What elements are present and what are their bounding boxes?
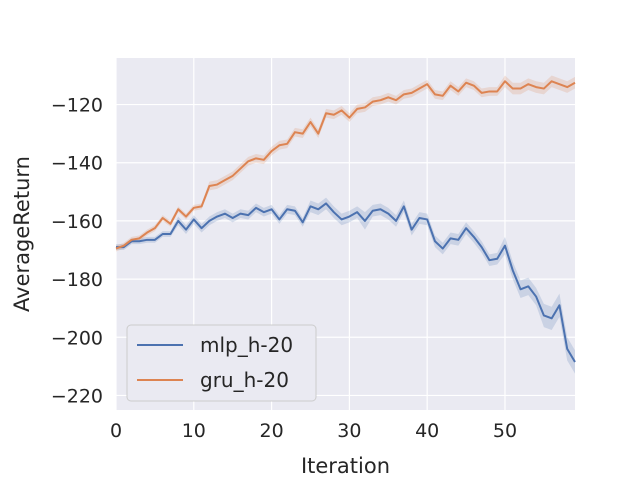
- legend-label-mlp: mlp_h-20: [200, 333, 293, 357]
- y-tick-label: −160: [51, 211, 103, 233]
- confidence-bands: [116, 75, 575, 374]
- series-lines: [115, 80, 576, 363]
- y-tick-labels: −220 −200 −180 −160 −140 −120: [51, 95, 103, 408]
- legend-label-gru: gru_h-20: [200, 368, 289, 392]
- x-tick-labels: 0 10 20 30 40 50: [110, 420, 517, 442]
- x-tick-label: 20: [259, 420, 283, 442]
- line-gru-h-20: [115, 80, 576, 250]
- x-tick-label: 50: [493, 420, 517, 442]
- y-axis-label: AverageReturn: [10, 156, 34, 312]
- legend: mlp_h-20 gru_h-20: [126, 324, 317, 402]
- x-tick-label: 10: [182, 420, 206, 442]
- x-tick-label: 0: [110, 420, 122, 442]
- y-tick-label: −200: [51, 327, 103, 349]
- line-mlp-h-20: [116, 202, 576, 363]
- y-tick-label: −140: [51, 153, 103, 175]
- y-tick-label: −120: [51, 95, 103, 117]
- band-gru-h-20: [116, 75, 575, 252]
- y-tick-label: −180: [51, 269, 103, 291]
- band-mlp-h-20: [116, 197, 575, 374]
- x-tick-label: 40: [415, 420, 439, 442]
- x-tick-label: 30: [337, 420, 361, 442]
- y-tick-label: −220: [51, 385, 103, 407]
- x-axis-label: Iteration: [301, 454, 390, 478]
